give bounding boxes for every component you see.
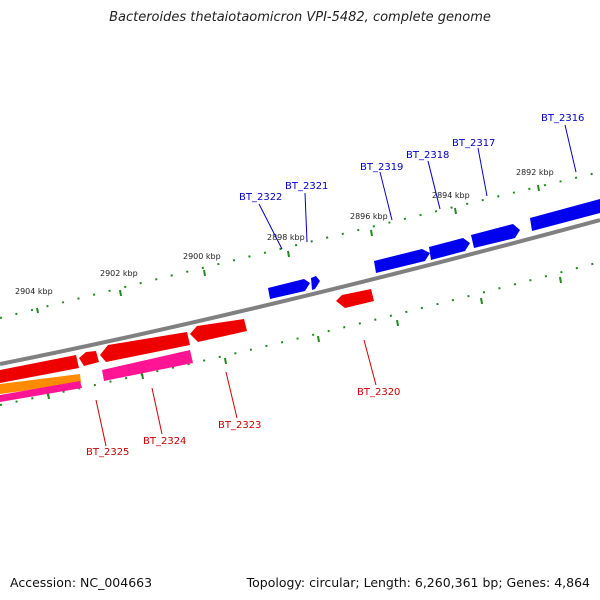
outer-tick-track xyxy=(0,171,600,319)
gene-label: BT_2319 xyxy=(360,162,403,173)
kbp-label: 2892 kbp xyxy=(516,168,554,177)
gene-arrow-red-mid[interactable] xyxy=(100,332,190,362)
inner-tick-track xyxy=(0,261,600,406)
kbp-label: 2904 kbp xyxy=(15,287,53,296)
gene-label: BT_2320 xyxy=(357,387,400,398)
accession-text: Accession: NC_004663 xyxy=(10,575,153,590)
gene-label: BT_2325 xyxy=(86,447,129,458)
gene-arrow-bt-2323[interactable] xyxy=(190,319,247,342)
gene-label: BT_2317 xyxy=(452,138,495,149)
genome-backbone xyxy=(0,218,600,366)
gene-arrow-bt-2322[interactable] xyxy=(268,279,310,299)
gene-label: BT_2324 xyxy=(143,436,186,447)
kbp-label: 2902 kbp xyxy=(100,269,138,278)
gene-arrow-bt-2320[interactable] xyxy=(336,289,374,308)
page-title: Bacteroides thetaiotaomicron VPI-5482, c… xyxy=(109,10,491,25)
gene-arrow-bt-2325[interactable] xyxy=(0,381,82,402)
gene-label: BT_2321 xyxy=(285,181,328,192)
gene-arrow-bt-2319[interactable] xyxy=(374,249,430,273)
kbp-label: 2898 kbp xyxy=(267,233,305,242)
gene-arrow-red-small[interactable] xyxy=(79,351,99,366)
gene-arrow-bt-2324[interactable] xyxy=(102,350,193,381)
gene-arrow-bt-2318[interactable] xyxy=(429,238,470,260)
gene-arrow-bt-2317[interactable] xyxy=(471,224,520,248)
gene-arrow-bt-2321[interactable] xyxy=(311,276,320,290)
gene-label: BT_2323 xyxy=(218,420,261,431)
leader-lines xyxy=(95,124,577,447)
kbp-label: 2894 kbp xyxy=(432,191,470,200)
gene-label: BT_2316 xyxy=(541,113,584,124)
gene-label: BT_2322 xyxy=(239,192,282,203)
kbp-label: 2896 kbp xyxy=(350,212,388,221)
kbp-label: 2900 kbp xyxy=(183,252,221,261)
gene-labels: BT_2316 BT_2317 BT_2318 BT_2319 BT_2321 … xyxy=(86,113,584,458)
kbp-labels: 2892 kbp 2894 kbp 2896 kbp 2898 kbp 2900… xyxy=(15,168,554,296)
gene-arrow-red-left[interactable] xyxy=(0,355,79,383)
gene-label: BT_2318 xyxy=(406,150,449,161)
gene-arrow-orange[interactable] xyxy=(0,374,81,394)
forward-strand-genes xyxy=(268,199,600,299)
reverse-strand-genes xyxy=(0,289,374,402)
genome-summary-text: Topology: circular; Length: 6,260,361 bp… xyxy=(246,575,590,590)
gene-arrow-bt-2316[interactable] xyxy=(530,199,600,231)
